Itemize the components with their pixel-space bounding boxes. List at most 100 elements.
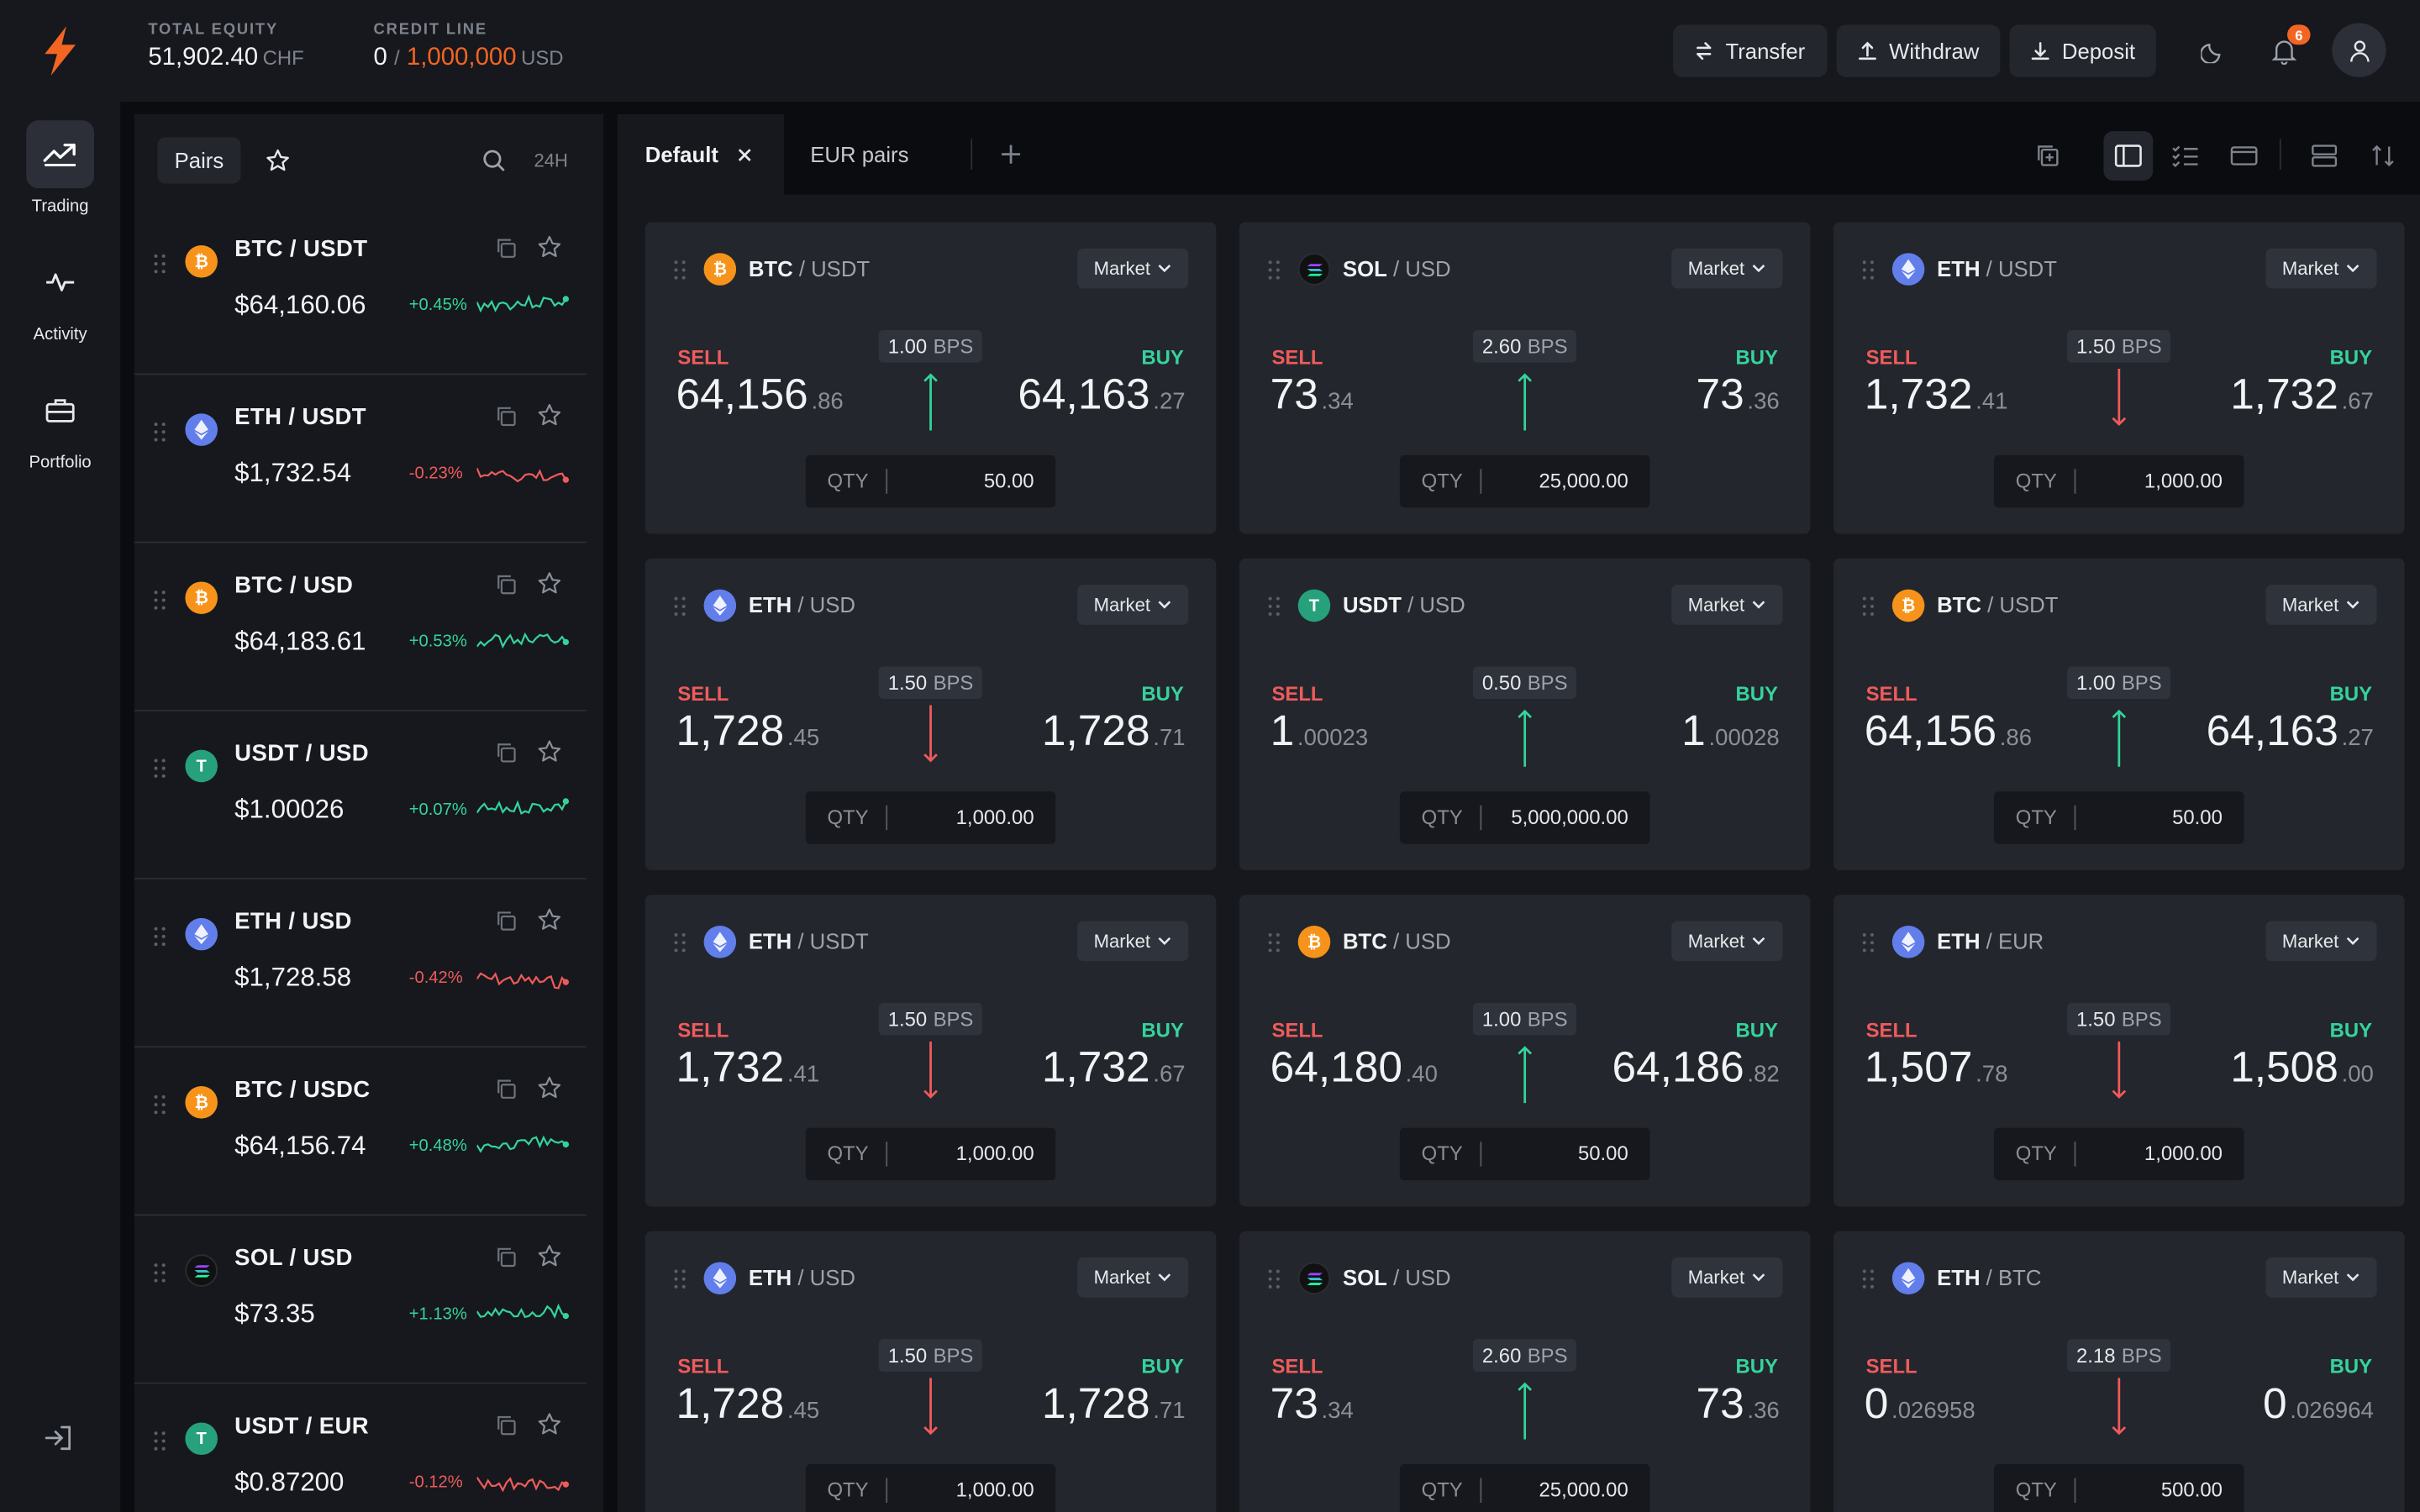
drag-handle-icon[interactable] xyxy=(153,1094,168,1116)
user-avatar[interactable] xyxy=(2332,23,2386,77)
sort-button[interactable] xyxy=(2359,131,2408,181)
copy-icon[interactable] xyxy=(496,238,518,260)
drag-handle-icon[interactable] xyxy=(153,926,168,948)
copy-icon[interactable] xyxy=(496,1415,518,1436)
quantity-input[interactable]: QTY 5,000,000.00 xyxy=(1399,791,1650,844)
star-icon[interactable] xyxy=(537,1243,561,1268)
quantity-input[interactable]: QTY 500.00 xyxy=(1994,1464,2244,1512)
star-icon[interactable] xyxy=(537,234,561,259)
order-type-select[interactable]: Market xyxy=(2265,1257,2377,1298)
nav-item-activity[interactable]: Activity xyxy=(0,249,120,344)
buy-price-button[interactable]: 64,186.82 xyxy=(1612,1043,1779,1093)
add-widget-button[interactable] xyxy=(2023,131,2073,181)
copy-icon[interactable] xyxy=(496,1247,518,1268)
quantity-input[interactable]: QTY 50.00 xyxy=(1399,1127,1650,1181)
quantity-input[interactable]: QTY 1,000.00 xyxy=(1994,454,2244,508)
drag-handle-icon[interactable] xyxy=(153,421,168,443)
pair-list-item[interactable]: T USDT / EUR $0.87200 -0.12% xyxy=(134,1384,587,1512)
tab-pairs[interactable]: Pairs xyxy=(157,137,241,184)
sell-price-button[interactable]: 73.34 xyxy=(1270,1379,1354,1429)
sell-price-button[interactable]: 1,728.45 xyxy=(676,706,819,756)
drag-handle-icon[interactable] xyxy=(1267,1268,1282,1290)
quantity-input[interactable]: QTY 25,000.00 xyxy=(1399,454,1650,508)
deposit-button[interactable]: Deposit xyxy=(2009,24,2157,77)
window-view-button[interactable] xyxy=(2219,131,2269,181)
buy-price-button[interactable]: 1,728.71 xyxy=(1042,1379,1186,1429)
sell-price-button[interactable]: 1,507.78 xyxy=(1865,1043,2008,1093)
star-icon[interactable] xyxy=(537,571,561,596)
buy-price-button[interactable]: 64,163.27 xyxy=(1018,370,1185,420)
drag-handle-icon[interactable] xyxy=(1861,260,1876,281)
buy-price-button[interactable]: 64,163.27 xyxy=(2207,706,2374,756)
order-type-select[interactable]: Market xyxy=(1671,585,1783,625)
drag-handle-icon[interactable] xyxy=(153,758,168,780)
copy-icon[interactable] xyxy=(496,574,518,596)
quantity-input[interactable]: QTY 1,000.00 xyxy=(1994,1127,2244,1181)
order-type-select[interactable]: Market xyxy=(1077,248,1189,289)
pair-list-item[interactable]: SOL / USD $73.35 +1.13% xyxy=(134,1215,587,1384)
copy-icon[interactable] xyxy=(496,911,518,932)
sidebar-layout-button[interactable] xyxy=(2103,131,2154,181)
sell-price-button[interactable]: 1,732.41 xyxy=(676,1043,819,1093)
order-type-select[interactable]: Market xyxy=(2265,585,2377,625)
drag-handle-icon[interactable] xyxy=(153,1431,168,1452)
quantity-input[interactable]: QTY 1,000.00 xyxy=(805,1464,1056,1512)
star-icon[interactable] xyxy=(537,739,561,764)
drag-handle-icon[interactable] xyxy=(1861,596,1876,617)
drag-handle-icon[interactable] xyxy=(153,590,168,612)
tab-eur-pairs[interactable]: EUR pairs xyxy=(784,114,969,195)
order-type-select[interactable]: Market xyxy=(1671,921,1783,962)
sell-price-button[interactable]: 64,156.86 xyxy=(1865,706,2032,756)
drag-handle-icon[interactable] xyxy=(673,596,688,617)
close-tab-icon[interactable] xyxy=(738,148,752,162)
drag-handle-icon[interactable] xyxy=(1267,260,1282,281)
nav-item-trading[interactable]: Trading xyxy=(0,120,120,216)
buy-price-button[interactable]: 73.36 xyxy=(1697,1379,1780,1429)
search-icon[interactable] xyxy=(481,148,506,172)
star-icon[interactable] xyxy=(537,402,561,427)
buy-price-button[interactable]: 1,508.00 xyxy=(2230,1043,2374,1093)
buy-price-button[interactable]: 1,732.67 xyxy=(2230,370,2374,420)
checklist-view-button[interactable] xyxy=(2160,131,2210,181)
order-type-select[interactable]: Market xyxy=(1077,1257,1189,1298)
star-icon[interactable] xyxy=(537,1075,561,1100)
order-type-select[interactable]: Market xyxy=(1077,921,1189,962)
drag-handle-icon[interactable] xyxy=(673,1268,688,1290)
star-icon[interactable] xyxy=(537,907,561,932)
buy-price-button[interactable]: 1,732.67 xyxy=(1042,1043,1186,1093)
copy-icon[interactable] xyxy=(496,742,518,764)
drag-handle-icon[interactable] xyxy=(1267,596,1282,617)
copy-icon[interactable] xyxy=(496,1079,518,1100)
quantity-input[interactable]: QTY 1,000.00 xyxy=(805,1127,1056,1181)
favorites-star-icon[interactable] xyxy=(266,148,290,172)
theme-toggle-button[interactable] xyxy=(2188,26,2238,76)
drag-handle-icon[interactable] xyxy=(1861,932,1876,953)
drag-handle-icon[interactable] xyxy=(1267,932,1282,953)
withdraw-button[interactable]: Withdraw xyxy=(1836,24,2002,77)
quantity-input[interactable]: QTY 1,000.00 xyxy=(805,791,1056,844)
tab-default[interactable]: Default xyxy=(617,113,785,195)
drag-handle-icon[interactable] xyxy=(153,1262,168,1284)
pair-list-item[interactable]: ₿ BTC / USD $64,183.61 +0.53% xyxy=(134,543,587,711)
buy-price-button[interactable]: 0.026964 xyxy=(2263,1379,2374,1429)
order-type-select[interactable]: Market xyxy=(2265,248,2377,289)
drag-handle-icon[interactable] xyxy=(1861,1268,1876,1290)
drag-handle-icon[interactable] xyxy=(673,932,688,953)
star-icon[interactable] xyxy=(537,1412,561,1436)
order-type-select[interactable]: Market xyxy=(1671,1257,1783,1298)
sell-price-button[interactable]: 64,156.86 xyxy=(676,370,843,420)
buy-price-button[interactable]: 73.36 xyxy=(1697,370,1780,420)
order-type-select[interactable]: Market xyxy=(2265,921,2377,962)
add-tab-icon[interactable] xyxy=(1000,144,1022,165)
sell-price-button[interactable]: 64,180.40 xyxy=(1270,1043,1438,1093)
pair-list-item[interactable]: ETH / USDT $1,732.54 -0.23% xyxy=(134,375,587,543)
pair-list-item[interactable]: ₿ BTC / USDT $64,160.06 +0.45% xyxy=(134,207,587,375)
transfer-button[interactable]: Transfer xyxy=(1673,24,1827,77)
brand-logo-icon[interactable] xyxy=(37,24,83,76)
sell-price-button[interactable]: 1,732.41 xyxy=(1865,370,2008,420)
copy-icon[interactable] xyxy=(496,406,518,428)
quantity-input[interactable]: QTY 25,000.00 xyxy=(1399,1464,1650,1512)
drag-handle-icon[interactable] xyxy=(673,260,688,281)
pair-list-item[interactable]: ETH / USD $1,728.58 -0.42% xyxy=(134,879,587,1048)
notifications-button[interactable] xyxy=(2260,26,2309,76)
